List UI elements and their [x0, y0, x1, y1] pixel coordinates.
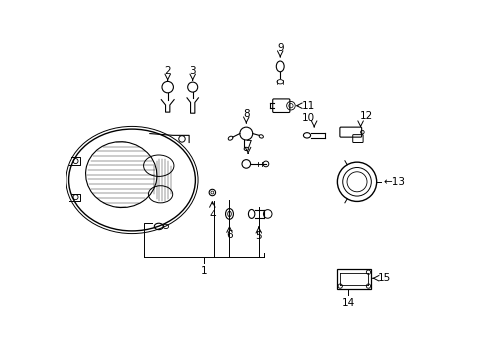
Text: 15: 15 — [377, 273, 390, 283]
Text: 3: 3 — [189, 66, 196, 76]
Text: ←13: ←13 — [383, 177, 405, 187]
Text: 7: 7 — [244, 140, 251, 150]
Text: 4: 4 — [208, 210, 215, 220]
Text: 6: 6 — [226, 230, 232, 240]
Text: 14: 14 — [341, 298, 354, 308]
Text: 5: 5 — [255, 231, 262, 241]
Text: 1: 1 — [201, 266, 207, 276]
Text: 8: 8 — [243, 109, 249, 119]
Text: 9: 9 — [276, 43, 283, 53]
Text: 10: 10 — [302, 113, 315, 123]
Text: 11: 11 — [301, 101, 314, 111]
Text: 12: 12 — [359, 111, 372, 121]
Text: 2: 2 — [164, 66, 171, 76]
